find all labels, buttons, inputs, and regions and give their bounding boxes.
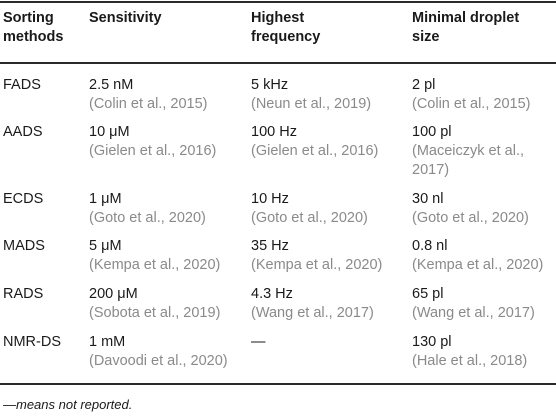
- sensitivity-cell: 200 μM (Sobota et al., 2019): [89, 285, 249, 323]
- sensitivity-citation: (Sobota et al., 2019): [89, 305, 221, 321]
- frequency-cell: 4.3 Hz (Wang et al., 2017): [251, 285, 411, 323]
- sensitivity-citation: (Kempa et al., 2020): [89, 257, 221, 273]
- sensitivity-cell: 10 μM (Gielen et al., 2016): [89, 123, 249, 161]
- header-line: methods: [3, 29, 64, 45]
- header-sorting-methods: Sorting methods: [3, 9, 83, 47]
- frequency-value: —: [251, 334, 266, 350]
- method-cell: NMR-DS: [3, 333, 83, 352]
- method-name: FADS: [3, 77, 41, 93]
- frequency-value: 10 Hz: [251, 191, 289, 207]
- size-value: 100 pl: [412, 124, 452, 140]
- sensitivity-value: 1 μM: [89, 191, 122, 207]
- sensitivity-citation: (Gielen et al., 2016): [89, 143, 217, 159]
- method-name: AADS: [3, 124, 43, 140]
- method-name: ECDS: [3, 191, 44, 207]
- sensitivity-cell: 2.5 nM (Colin et al., 2015): [89, 76, 249, 114]
- size-cell: 65 pl (Wang et al., 2017): [412, 285, 552, 323]
- size-value: 65 pl: [412, 286, 444, 302]
- frequency-cell: 5 kHz (Neun et al., 2019): [251, 76, 411, 114]
- method-name: RADS: [3, 286, 44, 302]
- header-highest-frequency: Highest frequency: [251, 9, 411, 47]
- sensitivity-citation: (Goto et al., 2020): [89, 210, 206, 226]
- table-bottom-rule: [0, 383, 556, 385]
- size-value: 130 pl: [412, 334, 452, 350]
- method-cell: MADS: [3, 237, 83, 256]
- method-name: NMR-DS: [3, 334, 61, 350]
- frequency-citation: (Wang et al., 2017): [251, 305, 374, 321]
- size-citation: (Goto et al., 2020): [412, 210, 529, 226]
- header-line: frequency: [251, 29, 321, 45]
- sensitivity-citation: (Davoodi et al., 2020): [89, 353, 228, 369]
- sensitivity-value: 10 μM: [89, 124, 130, 140]
- frequency-cell: 35 Hz (Kempa et al., 2020): [251, 237, 411, 275]
- frequency-citation: (Gielen et al., 2016): [251, 143, 379, 159]
- frequency-value: 4.3 Hz: [251, 286, 293, 302]
- table-top-rule: [0, 1, 556, 3]
- sensitivity-citation: (Colin et al., 2015): [89, 96, 208, 112]
- frequency-citation: (Goto et al., 2020): [251, 210, 368, 226]
- size-cell: 30 nl (Goto et al., 2020): [412, 190, 552, 228]
- frequency-value: 35 Hz: [251, 238, 289, 254]
- sensitivity-cell: 5 μM (Kempa et al., 2020): [89, 237, 249, 275]
- sensitivity-value: 5 μM: [89, 238, 122, 254]
- frequency-citation: (Kempa et al., 2020): [251, 257, 383, 273]
- size-citation-continued: 2017): [412, 162, 450, 178]
- size-value: 0.8 nl: [412, 238, 448, 254]
- size-cell: 100 pl (Maceiczyk et al., 2017): [412, 123, 552, 180]
- size-citation: (Hale et al., 2018): [412, 353, 528, 369]
- size-citation: (Wang et al., 2017): [412, 305, 535, 321]
- header-line: Sorting: [3, 10, 54, 26]
- method-cell: ECDS: [3, 190, 83, 209]
- frequency-value: 5 kHz: [251, 77, 289, 93]
- sensitivity-cell: 1 μM (Goto et al., 2020): [89, 190, 249, 228]
- size-citation: (Kempa et al., 2020): [412, 257, 544, 273]
- sensitivity-cell: 1 mM (Davoodi et al., 2020): [89, 333, 249, 371]
- header-line: Highest: [251, 10, 305, 26]
- table-header-rule: [0, 62, 556, 64]
- frequency-value: 100 Hz: [251, 124, 297, 140]
- method-name: MADS: [3, 238, 45, 254]
- method-cell: AADS: [3, 123, 83, 142]
- header-line: Sensitivity: [89, 10, 162, 26]
- size-citation: (Colin et al., 2015): [412, 96, 531, 112]
- method-cell: RADS: [3, 285, 83, 304]
- sensitivity-value: 1 mM: [89, 334, 126, 350]
- size-citation: (Maceiczyk et al.,: [412, 143, 524, 159]
- sensitivity-value: 200 μM: [89, 286, 138, 302]
- size-value: 30 nl: [412, 191, 444, 207]
- table-footnote: —means not reported.: [3, 397, 133, 412]
- frequency-cell: 100 Hz (Gielen et al., 2016): [251, 123, 411, 161]
- frequency-cell: 10 Hz (Goto et al., 2020): [251, 190, 411, 228]
- size-value: 2 pl: [412, 77, 436, 93]
- frequency-cell: —: [251, 333, 411, 352]
- sensitivity-value: 2.5 nM: [89, 77, 134, 93]
- size-cell: 2 pl (Colin et al., 2015): [412, 76, 552, 114]
- frequency-citation: (Neun et al., 2019): [251, 96, 372, 112]
- size-cell: 130 pl (Hale et al., 2018): [412, 333, 552, 371]
- header-line: Minimal droplet: [412, 10, 520, 26]
- header-minimal-droplet-size: Minimal droplet size: [412, 9, 552, 47]
- method-cell: FADS: [3, 76, 83, 95]
- size-cell: 0.8 nl (Kempa et al., 2020): [412, 237, 552, 275]
- header-sensitivity: Sensitivity: [89, 9, 249, 28]
- header-line: size: [412, 29, 440, 45]
